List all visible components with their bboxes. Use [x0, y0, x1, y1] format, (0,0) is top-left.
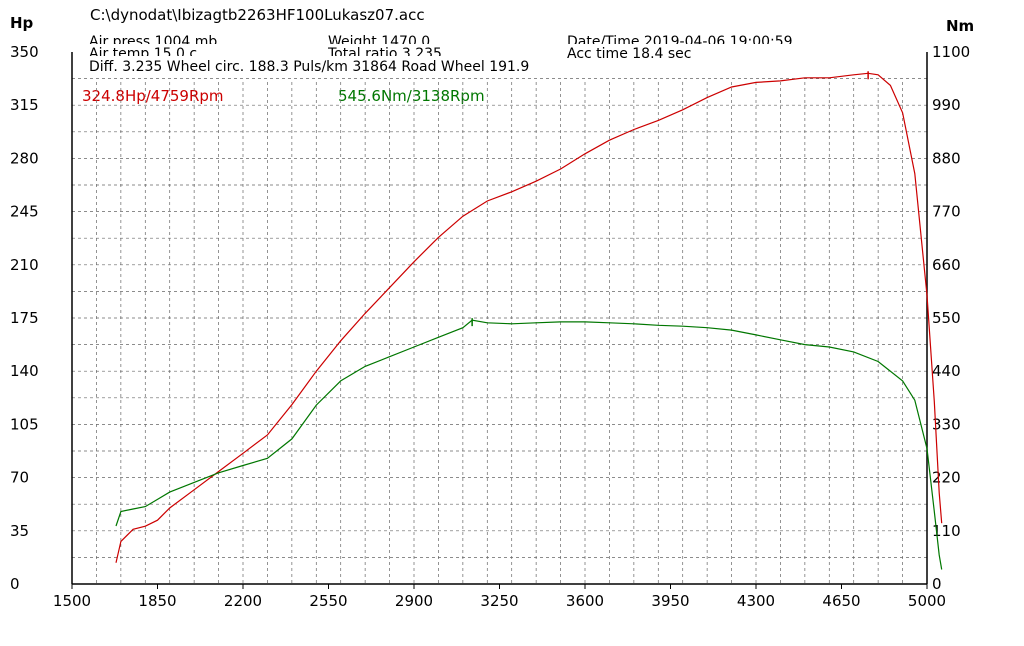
x-tick-label: 2900 [395, 592, 433, 610]
y2-axis-title: Nm [946, 17, 975, 35]
y2-tick-label: 440 [932, 362, 961, 380]
power-curve [115, 72, 943, 563]
x-tick-label: 4650 [822, 592, 860, 610]
power-peak-readout: 324.8Hp/4759Rpm [82, 87, 224, 105]
y-axis-title: Hp [10, 14, 34, 32]
y-tick-label: 70 [10, 469, 29, 487]
total-ratio: Total ratio 3.235 [328, 46, 442, 56]
acc-time: Acc time 18.4 sec [567, 46, 692, 58]
air-press: Air press 1004 mb [89, 34, 218, 44]
y2-tick-label: 550 [932, 309, 961, 327]
weight: Weight 1470.0 [328, 34, 431, 44]
air-temp: Air temp 15.0 c [89, 46, 198, 56]
y-tick-label: 315 [10, 96, 39, 114]
y2-tick-label: 1100 [932, 43, 970, 61]
y2-tick-label: 880 [932, 149, 961, 167]
torque-peak-readout: 545.6Nm/3138Rpm [338, 87, 485, 105]
y-tick-label: 210 [10, 256, 39, 274]
x-tick-label: 5000 [908, 592, 946, 610]
x-tick-label: 1500 [53, 592, 91, 610]
y2-tick-label: 770 [932, 203, 961, 221]
y2-tick-label: 660 [932, 256, 961, 274]
x-tick-label: 3600 [566, 592, 604, 610]
grid [72, 78, 927, 584]
axes [71, 52, 928, 589]
y-tick-label: 0 [10, 575, 20, 593]
x-tick-label: 4300 [737, 592, 775, 610]
x-tick-label: 3250 [480, 592, 518, 610]
y2-tick-label: 0 [932, 575, 942, 593]
y2-tick-label: 220 [932, 469, 961, 487]
x-tick-label: 1850 [138, 592, 176, 610]
x-tick-label: 2200 [224, 592, 262, 610]
date-time: Date/Time 2019-04-06 19:00:59 [567, 34, 793, 44]
y2-tick-label: 990 [932, 96, 961, 114]
y-tick-label: 140 [10, 362, 39, 380]
x-tick-label: 2550 [309, 592, 347, 610]
y-tick-label: 350 [10, 43, 39, 61]
y-tick-label: 105 [10, 415, 39, 433]
tick-labels: 1500 1850 2200 2550 2900 3250 3600 3950 4300 4650… [10, 43, 970, 610]
y-tick-label: 35 [10, 522, 29, 540]
x-tick-label: 3950 [651, 592, 689, 610]
y-tick-label: 175 [10, 309, 39, 327]
y-tick-label: 280 [10, 149, 39, 167]
y2-tick-label: 110 [932, 522, 961, 540]
y2-tick-label: 330 [932, 415, 961, 433]
torque-curve [115, 319, 943, 570]
y-tick-label: 245 [10, 203, 39, 221]
file-path: C:\dynodat\Ibizagtb2263HF100Lukasz07.acc [90, 6, 425, 24]
diff-line: Diff. 3.235 Wheel circ. 188.3 Puls/km 31… [89, 59, 530, 75]
series-lines [115, 71, 943, 570]
